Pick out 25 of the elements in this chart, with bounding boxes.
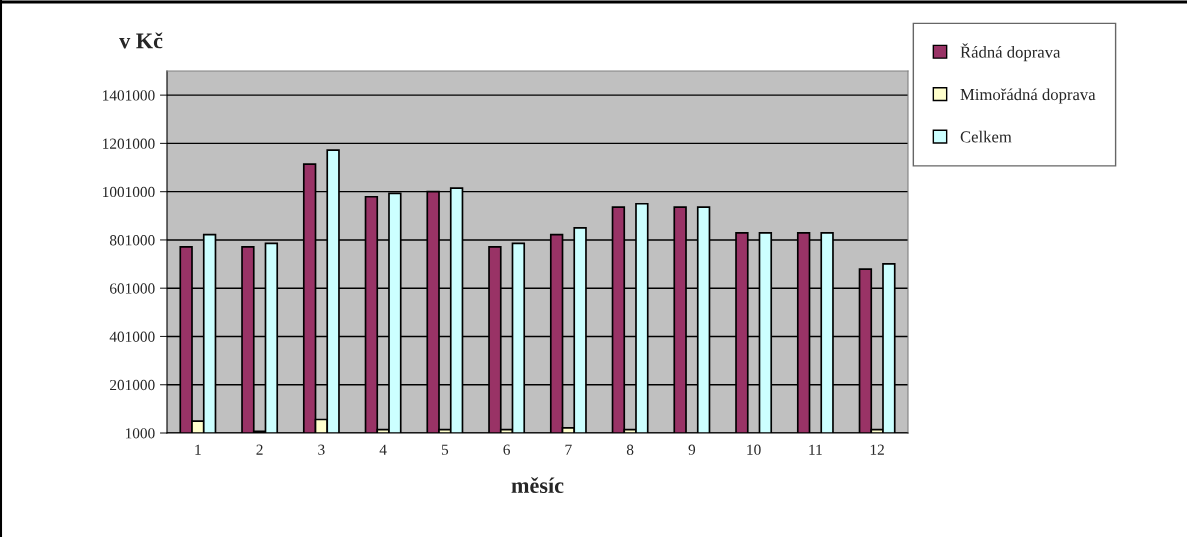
x-tick-label: 5 [441,444,449,455]
y-tick-label: 1401000 [103,90,155,101]
y-tick-label: 1201000 [103,138,155,149]
y-tick-label: 401000 [109,331,155,342]
y-tick-label: 601000 [110,283,155,294]
y-tick-label: 201000 [110,379,155,391]
legend-label: Mimořádná doprava [960,88,1096,104]
x-tick-label: 4 [379,444,387,455]
x-tick-label: 10 [747,444,761,455]
x-tick-label: 1 [195,444,201,455]
legend-label: Celkem [960,130,1012,143]
x-tick-label: 12 [870,444,884,455]
x-tick-label: 11 [809,444,822,455]
x-tick-label: 2 [256,444,263,455]
y-tick-label: 1001000 [103,186,155,198]
x-tick-label: 9 [688,444,696,455]
x-tick-label: 8 [626,444,634,455]
x-tick-label: 7 [565,444,572,455]
y-tick-label: 1000 [125,428,155,439]
legend-label: Řádná doprava [960,43,1061,62]
y-tick-label: 801000 [109,235,155,246]
y-axis-title: v Kč [119,32,163,49]
x-axis-title: měsíc [511,477,564,494]
x-tick-label: 3 [318,444,325,455]
x-tick-label: 6 [503,444,510,455]
